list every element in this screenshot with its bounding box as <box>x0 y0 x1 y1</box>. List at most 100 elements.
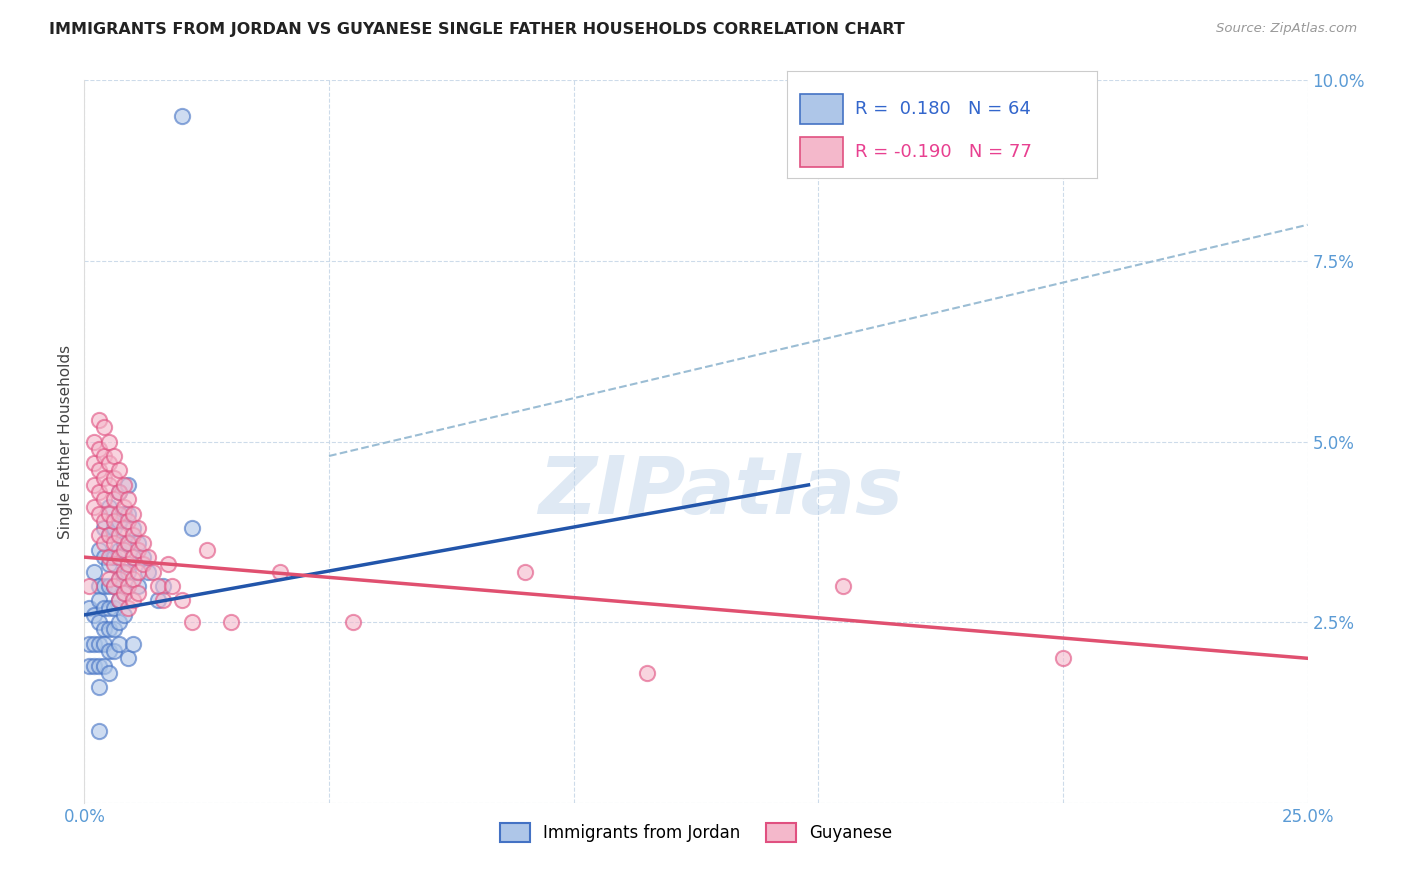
Point <box>112 500 135 514</box>
Text: Source: ZipAtlas.com: Source: ZipAtlas.com <box>1216 22 1357 36</box>
Point <box>107 507 129 521</box>
Point <box>83 565 105 579</box>
Point <box>117 558 139 572</box>
Point <box>127 542 149 557</box>
Point <box>97 528 120 542</box>
Point <box>87 442 110 456</box>
Point <box>195 542 218 557</box>
Point <box>103 600 125 615</box>
Point <box>107 593 129 607</box>
Point <box>103 514 125 528</box>
Point <box>87 680 110 694</box>
Point <box>156 558 179 572</box>
Point <box>132 550 155 565</box>
Point <box>269 565 291 579</box>
Point <box>107 637 129 651</box>
Point <box>87 463 110 477</box>
Point <box>342 615 364 630</box>
Point <box>97 558 120 572</box>
Point <box>97 434 120 449</box>
Point <box>87 507 110 521</box>
Point <box>93 521 115 535</box>
Point <box>132 558 155 572</box>
Point <box>97 550 120 565</box>
Point <box>83 456 105 470</box>
Point <box>117 651 139 665</box>
Point <box>112 607 135 622</box>
Point <box>117 565 139 579</box>
Point <box>513 565 536 579</box>
Point <box>77 600 100 615</box>
Point <box>103 535 125 549</box>
Point <box>77 658 100 673</box>
Text: IMMIGRANTS FROM JORDAN VS GUYANESE SINGLE FATHER HOUSEHOLDS CORRELATION CHART: IMMIGRANTS FROM JORDAN VS GUYANESE SINGL… <box>49 22 905 37</box>
Point <box>146 593 169 607</box>
Point <box>93 579 115 593</box>
Point <box>136 565 159 579</box>
Point <box>87 413 110 427</box>
Point <box>97 507 120 521</box>
Point <box>87 615 110 630</box>
Point <box>93 492 115 507</box>
Point <box>93 623 115 637</box>
Point <box>77 579 100 593</box>
Point <box>107 572 129 586</box>
Text: R = -0.190   N = 77: R = -0.190 N = 77 <box>855 143 1032 161</box>
Point <box>97 579 120 593</box>
Point <box>112 565 135 579</box>
Point <box>122 572 145 586</box>
Point <box>87 593 110 607</box>
Y-axis label: Single Father Households: Single Father Households <box>58 344 73 539</box>
Point <box>77 637 100 651</box>
Point <box>103 644 125 658</box>
Point <box>636 665 658 680</box>
Point <box>112 586 135 600</box>
Point <box>103 449 125 463</box>
Point <box>87 637 110 651</box>
Point <box>107 485 129 500</box>
Point <box>117 535 139 549</box>
Point <box>117 514 139 528</box>
Point <box>117 507 139 521</box>
Text: R =  0.180   N = 64: R = 0.180 N = 64 <box>855 100 1031 118</box>
Point <box>97 644 120 658</box>
Point <box>93 637 115 651</box>
Point <box>87 723 110 738</box>
Point <box>93 471 115 485</box>
Point <box>97 478 120 492</box>
Point <box>83 478 105 492</box>
FancyBboxPatch shape <box>800 136 844 167</box>
Point <box>127 535 149 549</box>
Point <box>93 535 115 549</box>
Point <box>97 665 120 680</box>
Point <box>97 500 120 514</box>
Point <box>117 492 139 507</box>
Point <box>152 593 174 607</box>
Point <box>103 550 125 565</box>
Point <box>127 586 149 600</box>
Point <box>103 492 125 507</box>
Text: ZIPatlas: ZIPatlas <box>538 453 903 531</box>
Point <box>117 579 139 593</box>
Point <box>93 420 115 434</box>
Point <box>93 600 115 615</box>
Point <box>87 528 110 542</box>
Point <box>132 535 155 549</box>
Point <box>122 637 145 651</box>
Point <box>103 579 125 593</box>
Point <box>181 521 204 535</box>
Point <box>172 593 194 607</box>
Point <box>97 600 120 615</box>
Point <box>117 535 139 549</box>
Point <box>107 572 129 586</box>
Point <box>93 658 115 673</box>
Point <box>127 565 149 579</box>
Point <box>117 478 139 492</box>
Point <box>97 456 120 470</box>
Point <box>112 535 135 549</box>
Point <box>112 521 135 535</box>
Point <box>87 579 110 593</box>
FancyBboxPatch shape <box>800 94 844 124</box>
Point <box>83 434 105 449</box>
Point <box>103 521 125 535</box>
